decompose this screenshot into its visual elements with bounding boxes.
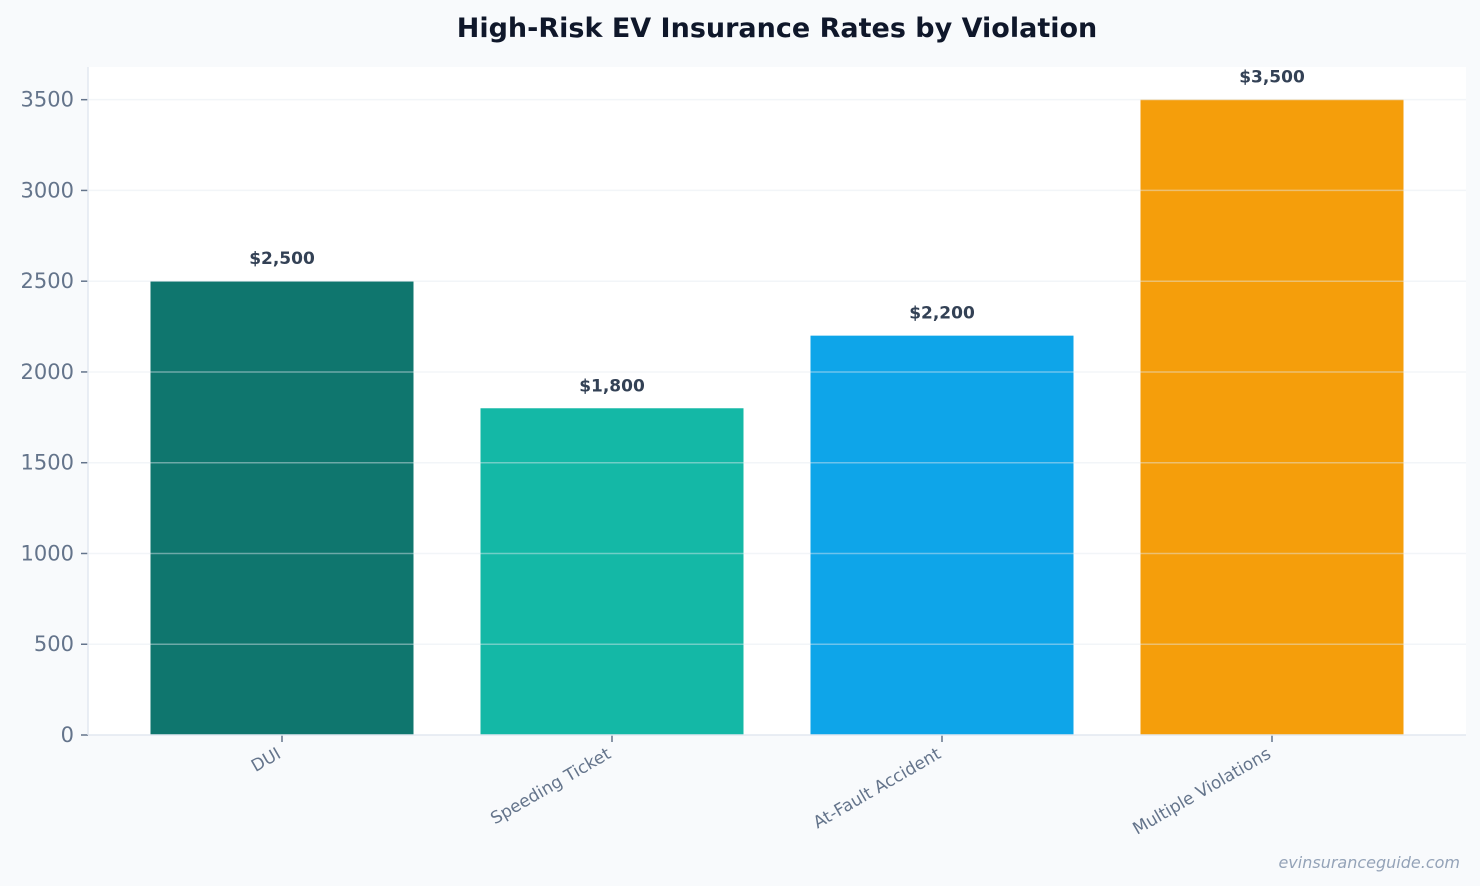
- y-tick-label: 2500: [21, 269, 74, 293]
- x-tick-label: At-Fault Accident: [810, 744, 945, 833]
- y-tick-label: 0: [61, 723, 74, 747]
- y-tick-label: 1500: [21, 451, 74, 475]
- bar: [150, 281, 414, 735]
- watermark: evinsuranceguide.com: [1278, 853, 1460, 872]
- data-label: $2,500: [249, 249, 315, 269]
- y-tick-label: 2000: [21, 360, 74, 384]
- y-tick-label: 1000: [21, 541, 74, 565]
- bar: [480, 408, 744, 735]
- chart-title: High-Risk EV Insurance Rates by Violatio…: [457, 13, 1098, 44]
- bar: [1140, 99, 1404, 736]
- y-tick-label: 3000: [21, 178, 74, 202]
- x-tick-label: DUI: [248, 744, 284, 777]
- bar: [810, 335, 1074, 735]
- y-tick-label: 500: [34, 632, 74, 656]
- data-label: $1,800: [579, 376, 645, 396]
- y-tick-label: 3500: [21, 88, 74, 112]
- data-label: $3,500: [1239, 68, 1305, 88]
- x-tick-label: Multiple Violations: [1130, 744, 1275, 839]
- data-label: $2,200: [909, 304, 975, 324]
- x-tick-label: Speeding Ticket: [487, 744, 614, 829]
